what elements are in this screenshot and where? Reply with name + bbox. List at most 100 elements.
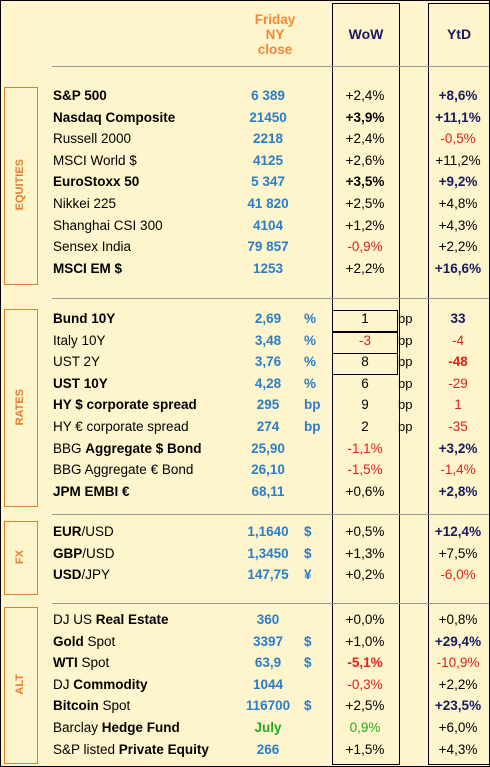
ytd-value: -48: [448, 354, 468, 370]
bp-unit: bp: [398, 311, 413, 326]
row-value: 21450: [249, 109, 287, 125]
table-row: HY € corporate spread 274 bp 2 bp -35: [0, 419, 490, 440]
row-name: Sensex India: [53, 239, 132, 255]
row-name: HY $ corporate spread: [53, 397, 197, 413]
wow-value: +0,2%: [345, 567, 385, 583]
ytd-value: 33: [450, 311, 466, 326]
row-name: Nasdaq Composite: [53, 109, 176, 125]
wow-value: +3,9%: [345, 109, 385, 125]
wow-value: +2,5%: [345, 196, 385, 211]
row-value: 1,1640: [247, 524, 289, 539]
row-name: UST 2Y: [53, 354, 101, 370]
row-value: 41 820: [247, 196, 289, 211]
row-value: 116700: [245, 698, 291, 714]
wow-value: 0,9%: [349, 720, 381, 735]
table-row: WTI Spot 63,9 $ -5,1% -10,9%: [0, 655, 490, 676]
ytd-value: -4: [451, 332, 464, 348]
ytd-column: [428, 3, 490, 765]
row-name: Bitcoin Spot: [53, 698, 131, 714]
row-value: 3397: [252, 633, 284, 649]
table-row: Russell 2000 2218 +2,4% -0,5%: [0, 131, 490, 152]
wow-value: +0,6%: [345, 483, 385, 499]
row-name: Nikkei 225: [53, 196, 117, 211]
table-row: Sensex India 79 857 -0,9% +2,2%: [0, 239, 490, 260]
row-name: MSCI World $: [53, 152, 137, 168]
ytd-value: -1,4%: [440, 462, 476, 478]
row-value: 6 389: [251, 88, 285, 103]
table-row: Nikkei 225 41 820 +2,5% +4,8%: [0, 196, 490, 217]
table-row: MSCI EM $ 1253 +2,2% +16,6%: [0, 261, 490, 282]
wow-value: +2,5%: [345, 698, 385, 714]
row-name: BBG Aggregate € Bond: [53, 462, 194, 478]
ytd-value: +4,3%: [438, 741, 478, 757]
row-value: 4104: [252, 217, 284, 233]
row-name: EUR/USD: [53, 524, 114, 539]
wow-header: WoW: [348, 26, 384, 42]
wow-value: -1,5%: [347, 462, 383, 478]
row-value: 26,10: [251, 462, 285, 478]
table-row: BBG Aggregate € Bond 26,10 -1,5% -1,4%: [0, 462, 490, 483]
table-row: Barclay Hedge Fund July 0,9% +6,0%: [0, 720, 490, 741]
wow-value: -1,1%: [347, 440, 383, 456]
wow-value: 6: [361, 375, 369, 391]
ytd-value: -10,9%: [436, 655, 480, 671]
section-label-box: [4, 521, 38, 595]
table-row: UST 2Y 3,76% 8 bp -48: [0, 353, 490, 376]
table-row: UST 10Y 4,28% 6 bp -29: [0, 376, 490, 397]
wow-value: +2,4%: [345, 131, 385, 147]
row-value: 360: [256, 612, 280, 627]
row-value: 274: [256, 419, 280, 434]
wow-value: 8: [361, 354, 369, 370]
wow-value: +1,2%: [345, 217, 385, 233]
ytd-value: +4,3%: [438, 217, 478, 233]
section-label-box: [4, 87, 38, 285]
wow-cell-box: [332, 353, 398, 376]
section-label-box: [4, 309, 38, 507]
wow-column: [332, 3, 400, 765]
table-row: S&P 500 6 389 +2,4% +8,6%: [0, 88, 490, 109]
ytd-value: +11,1%: [435, 109, 481, 125]
table-row: Gold Spot 3397 $ +1,0% +29,4%: [0, 634, 490, 655]
row-name: S&P listed Private Equity: [53, 741, 209, 757]
ytd-header: YtD: [446, 26, 472, 42]
wow-value: +2,6%: [345, 152, 385, 168]
row-value: 25,90: [251, 440, 285, 456]
bp-unit: bp: [398, 332, 413, 348]
ytd-value: +2,8%: [438, 483, 478, 499]
row-unit: %: [304, 311, 317, 326]
table-row: EUR/USD 1,1640 $ +0,5% +12,4%: [0, 524, 490, 545]
row-value: 3,48: [254, 332, 282, 348]
row-name: GBP/USD: [53, 545, 115, 561]
row-unit: ¥: [304, 567, 312, 583]
ytd-value: 1: [454, 397, 462, 413]
table-row: JPM EMBI € 68,11 +0,6% +2,8%: [0, 484, 490, 505]
wow-value: +1,5%: [345, 741, 385, 757]
table-row: USD/JPY 147,75 ¥ +0,2% -6,0%: [0, 567, 490, 588]
row-unit: %: [304, 375, 317, 391]
ytd-value: +6,0%: [438, 720, 478, 735]
table-row: BBG Aggregate $ Bond 25,90 -1,1% +3,2%: [0, 441, 490, 462]
row-name: DJ Commodity: [53, 676, 148, 692]
ytd-value: +9,2%: [438, 174, 478, 190]
row-value: 295: [256, 397, 280, 413]
row-unit: $: [304, 655, 312, 671]
ytd-value: +8,6%: [438, 88, 478, 103]
table-row: Bitcoin Spot 116700 $ +2,5% +23,5%: [0, 698, 490, 719]
row-value: 5 347: [251, 174, 285, 190]
wow-value: +3,5%: [345, 174, 385, 190]
row-name: Bund 10Y: [53, 311, 116, 326]
section-separator: [52, 298, 489, 299]
section-label-box: [4, 607, 38, 764]
ytd-value: +11,2%: [435, 152, 481, 168]
row-name: EuroStoxx 50: [53, 174, 140, 190]
table-row: DJ US Real Estate 360 +0,0% +0,8%: [0, 612, 490, 633]
row-value: 79 857: [247, 239, 289, 255]
bp-unit: bp: [398, 419, 413, 434]
wow-value: 9: [361, 397, 369, 413]
table-row: Italy 10Y 3,48% -3 bp -4: [0, 331, 490, 354]
bp-unit: bp: [398, 354, 413, 370]
row-value: 2,69: [254, 311, 282, 326]
wow-value: +2,2%: [345, 260, 385, 276]
wow-value: 2: [361, 419, 369, 434]
section-separator: [52, 66, 489, 67]
